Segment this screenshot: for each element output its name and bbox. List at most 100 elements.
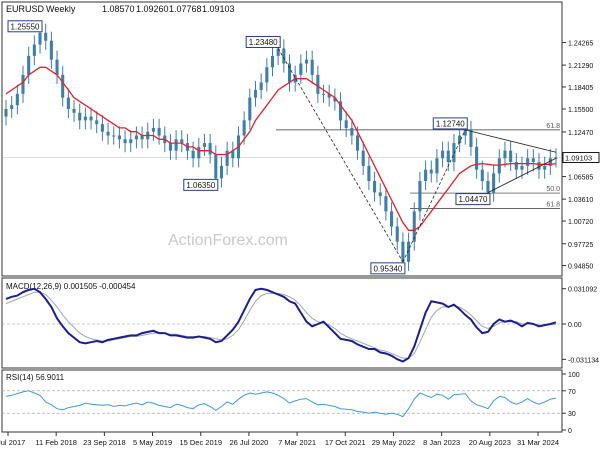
candle-body: [219, 165, 224, 179]
candle-body: [452, 143, 456, 163]
candle-body: [129, 139, 133, 144]
rally-trendline: [402, 129, 466, 263]
candle-body: [463, 129, 467, 136]
swing-label: 1.04470: [458, 195, 487, 204]
candle-body: [361, 150, 365, 166]
x-tick-label: 17 Oct 2021: [325, 438, 366, 447]
price-tick-label: 1.15500: [568, 107, 593, 114]
candle-body: [469, 129, 473, 147]
candle-body: [208, 143, 212, 155]
swing-label-box: [432, 117, 468, 130]
candle-body: [225, 150, 229, 166]
price-tick-label: 1.24265: [568, 41, 593, 48]
rsi-label: RSI(14) 56.9011: [6, 373, 65, 382]
macd-signal-line: [5, 291, 557, 359]
candle-body: [344, 120, 348, 128]
candle-body: [61, 74, 65, 98]
candle-body: [123, 139, 127, 144]
triangle-upper-line: [465, 129, 557, 153]
fib-label: 50.0: [546, 186, 560, 193]
candle-body: [112, 135, 116, 137]
moving-average-line: [5, 66, 557, 231]
candle-body: [503, 150, 507, 159]
candle-body: [446, 150, 450, 163]
candle-body: [282, 48, 286, 64]
candle-body: [373, 181, 377, 193]
swing-label-box: [7, 20, 43, 33]
candle-body: [509, 150, 513, 163]
candle-body: [27, 55, 31, 75]
macd-tick-label: -0.031134: [568, 357, 599, 364]
candle-body: [395, 226, 399, 242]
swing-label: 1.25550: [11, 22, 40, 31]
candle-body: [197, 146, 201, 159]
candle-body: [418, 181, 422, 212]
candle-body: [83, 116, 87, 121]
x-tick-label: 7 Mar 2021: [278, 438, 316, 447]
candle-body: [316, 74, 320, 94]
candle-body: [526, 158, 530, 166]
candle-body: [276, 48, 280, 56]
candle-body: [38, 32, 42, 45]
candle-body: [384, 196, 388, 212]
candle-body: [270, 55, 275, 68]
price-tick-label: 0.97725: [568, 242, 593, 249]
candle-body: [299, 63, 303, 75]
candle-body: [55, 59, 59, 75]
candle-body: [554, 157, 558, 159]
candle-body: [44, 32, 48, 41]
candle-body: [287, 63, 292, 83]
candle-body: [304, 59, 309, 64]
x-tick-label: 31 Mar 2024: [517, 438, 559, 447]
candle-body: [350, 127, 354, 136]
candle-body: [378, 192, 382, 197]
rsi-line: [5, 390, 557, 418]
ohlc-low: 1.07768: [169, 4, 202, 14]
x-tick-label: 2 Jul 2017: [0, 438, 25, 447]
swing-label: 1.12740: [436, 119, 465, 128]
swing-label-box: [455, 193, 491, 206]
candle-body: [497, 158, 501, 174]
ohlc-close: 1.09103: [202, 4, 235, 14]
candle-body: [327, 93, 331, 98]
x-tick-label: 26 Jul 2020: [230, 438, 269, 447]
candle-body: [486, 181, 490, 193]
candle-body: [424, 169, 428, 182]
candle-body: [321, 93, 326, 95]
candle-body: [32, 44, 36, 56]
price-tick-label: 1.21290: [568, 63, 593, 70]
candle-body: [492, 173, 496, 193]
candle-body: [78, 112, 82, 121]
current-price-label: 1.09103: [565, 153, 592, 162]
axes: 1.242651.212901.184051.155001.124701.095…: [0, 41, 600, 447]
candle-body: [412, 211, 416, 242]
candle-body: [441, 150, 445, 159]
fib-label: 61.8: [546, 123, 560, 130]
x-tick-label: 11 Feb 2018: [35, 438, 77, 447]
candle-body: [543, 165, 547, 170]
macd-tick-label: 0.00: [568, 322, 582, 329]
x-tick-label: 20 Aug 2023: [469, 438, 511, 447]
candle-body: [514, 162, 518, 170]
candle-body: [106, 131, 110, 136]
watermark: ActionForex.com: [168, 232, 288, 249]
triangle-lower-line: [487, 157, 557, 193]
candle-body: [21, 74, 25, 94]
candle-body: [531, 158, 535, 163]
x-tick-label: 29 May 2022: [372, 438, 415, 447]
candle-body: [100, 124, 104, 132]
symbol-label: EURUSD: [6, 4, 45, 14]
candle-body: [338, 101, 343, 121]
x-tick-label: 15 Dec 2019: [179, 438, 222, 447]
candle-body: [520, 165, 524, 170]
macd-line: [5, 287, 557, 363]
x-tick-label: 8 Jan 2023: [423, 438, 460, 447]
x-tick-label: 23 Sep 2018: [83, 438, 126, 447]
decline-trendline: [277, 48, 404, 263]
candle-body: [475, 146, 479, 170]
price-tick-label: 1.00720: [568, 219, 593, 226]
timeframe-label: Weekly: [46, 4, 76, 14]
current-price-box: [562, 151, 600, 163]
candle-body: [168, 143, 172, 151]
